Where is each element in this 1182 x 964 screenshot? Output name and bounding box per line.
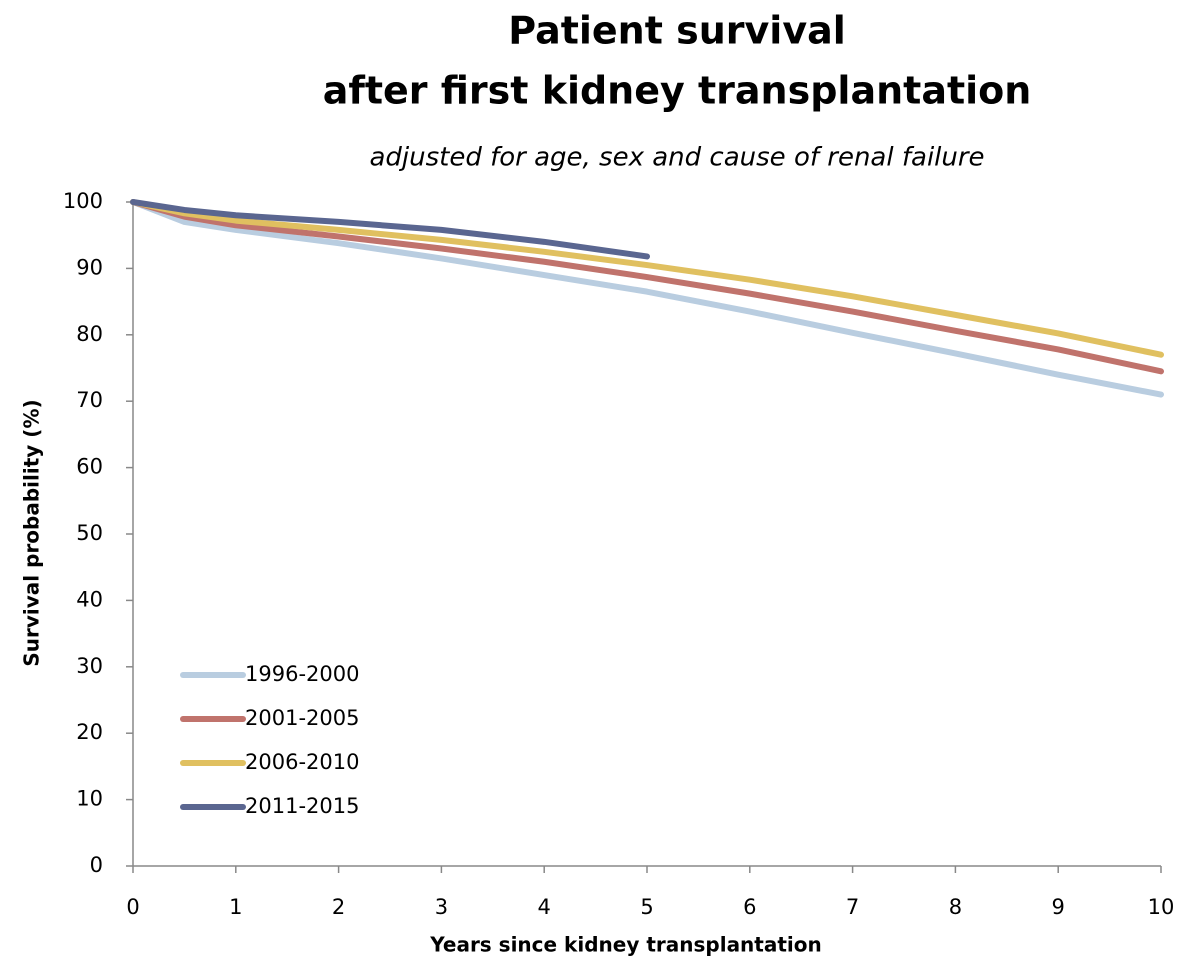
x-tick-label: 9 bbox=[1052, 895, 1065, 919]
y-tick-label: 0 bbox=[90, 853, 103, 877]
legend-label: 2011-2015 bbox=[245, 794, 359, 818]
y-tick-label: 90 bbox=[76, 255, 103, 279]
series-line bbox=[130, 199, 650, 260]
y-tick-label: 20 bbox=[76, 720, 103, 744]
y-axis-label: Survival probability (%) bbox=[20, 399, 44, 666]
y-tick-label: 100 bbox=[63, 189, 103, 213]
x-tick-label: 10 bbox=[1148, 895, 1175, 919]
chart-title: Patient survival bbox=[508, 9, 846, 53]
x-tick-label: 5 bbox=[640, 895, 653, 919]
chart-subtitle: adjusted for age, sex and cause of renal… bbox=[369, 143, 984, 173]
x-tick-label: 3 bbox=[435, 895, 448, 919]
series-line bbox=[130, 199, 1164, 375]
series-line bbox=[130, 199, 1164, 398]
y-tick-label: 10 bbox=[76, 787, 103, 811]
x-tick-label: 2 bbox=[332, 895, 345, 919]
y-tick-label: 30 bbox=[76, 654, 103, 678]
x-tick-label: 7 bbox=[846, 895, 859, 919]
y-tick-label: 40 bbox=[76, 587, 103, 611]
legend-label: 2006-2010 bbox=[245, 750, 359, 774]
x-axis-label: Years since kidney transplantation bbox=[429, 933, 822, 957]
x-tick-label: 0 bbox=[126, 895, 139, 919]
series-line bbox=[130, 199, 1164, 358]
legend-label: 1996-2000 bbox=[245, 662, 359, 686]
y-tick-label: 50 bbox=[76, 521, 103, 545]
x-tick-label: 1 bbox=[229, 895, 242, 919]
legend-label: 2001-2005 bbox=[245, 706, 359, 730]
y-tick-label: 60 bbox=[76, 455, 103, 479]
y-tick-label: 80 bbox=[76, 322, 103, 346]
x-tick-label: 6 bbox=[743, 895, 756, 919]
y-tick-label: 70 bbox=[76, 388, 103, 412]
x-tick-label: 8 bbox=[949, 895, 962, 919]
x-tick-label: 4 bbox=[538, 895, 551, 919]
chart-title: after first kidney transplantation bbox=[323, 69, 1032, 113]
